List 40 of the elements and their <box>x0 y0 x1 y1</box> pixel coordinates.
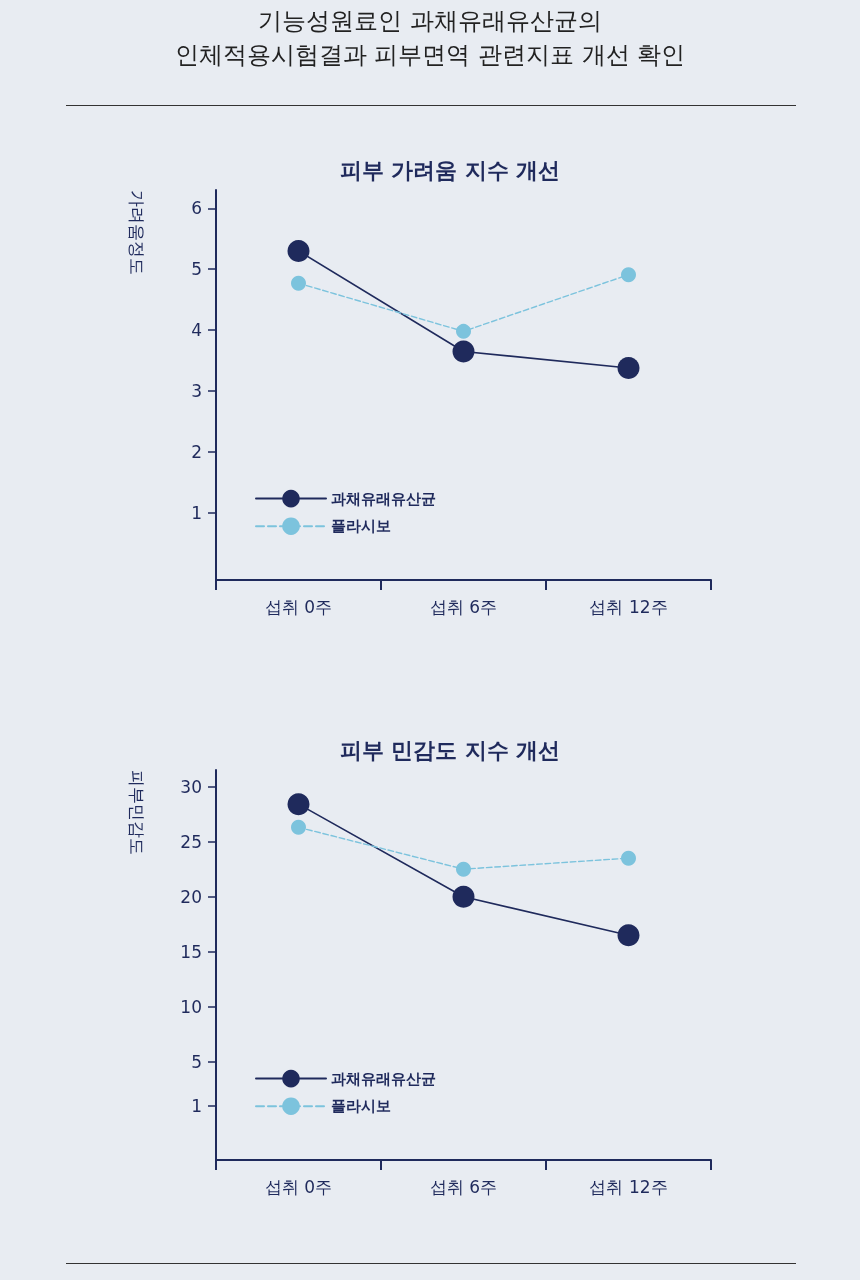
y-tick-label: 6 <box>191 198 202 219</box>
y-tick-label: 3 <box>191 381 202 402</box>
point <box>621 850 636 866</box>
x-tick-label: 섭취 12주 <box>589 596 668 617</box>
y-tick-label: 5 <box>191 259 202 280</box>
legend-label: 플라시보 <box>331 517 391 536</box>
point <box>452 340 475 363</box>
point <box>456 323 471 339</box>
y-tick-label: 10 <box>180 996 202 1017</box>
y-tick-label: 1 <box>191 1096 202 1117</box>
y-axis-title: 피부민감도 <box>126 770 147 855</box>
legend-label: 플라시보 <box>331 1097 391 1116</box>
x-tick-label: 섭취 12주 <box>589 1176 668 1197</box>
point <box>617 356 640 379</box>
point <box>617 924 640 947</box>
point <box>287 793 310 816</box>
text: 기능성원료인 과채유래유산균의 인체적용시험결과 피부면역 관련지표 개선 확인 <box>173 6 687 71</box>
x-tick-label: 섭취 0주 <box>264 596 333 617</box>
y-tick-label: 25 <box>180 831 202 852</box>
y-tick-label: 2 <box>191 442 202 463</box>
legend-label: 과채유래유산균 <box>331 1069 436 1088</box>
point <box>452 885 475 908</box>
point <box>456 861 471 877</box>
y-tick-label: 1 <box>191 502 202 523</box>
y-tick-label: 30 <box>180 776 202 797</box>
y-tick-label: 15 <box>180 941 202 962</box>
y-tick-label: 4 <box>191 320 202 341</box>
chart-title: 피부 민감도 지수 개선 <box>339 737 561 763</box>
y-tick-label: 5 <box>191 1051 202 1072</box>
point <box>291 275 306 291</box>
point <box>621 267 636 283</box>
point <box>287 239 310 262</box>
y-tick-label: 20 <box>180 886 202 907</box>
x-tick-label: 섭취 6주 <box>429 1176 498 1197</box>
legend-label: 과채유래유산균 <box>331 489 436 508</box>
y-axis-title: 가려움정도 <box>126 190 147 275</box>
chart-title: 피부 가려움 지수 개선 <box>339 157 561 183</box>
point <box>291 819 306 835</box>
x-tick-label: 섭취 0주 <box>264 1176 333 1197</box>
x-tick-label: 섭취 6주 <box>429 596 498 617</box>
